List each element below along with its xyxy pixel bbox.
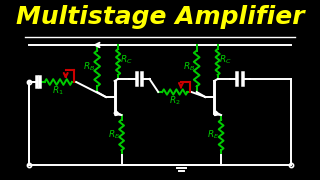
Text: $R_E$: $R_E$ [207, 129, 220, 141]
Text: $R_1$: $R_1$ [52, 85, 64, 97]
Text: $R_C$: $R_C$ [120, 54, 132, 66]
Text: $R_E$: $R_E$ [108, 129, 120, 141]
Text: $R_B$: $R_B$ [183, 60, 195, 73]
Text: $R_B$: $R_B$ [83, 60, 95, 73]
Text: Multistage Amplifier: Multistage Amplifier [16, 5, 304, 29]
Text: $R_C$: $R_C$ [220, 54, 232, 66]
Text: $R_2$: $R_2$ [169, 95, 181, 107]
